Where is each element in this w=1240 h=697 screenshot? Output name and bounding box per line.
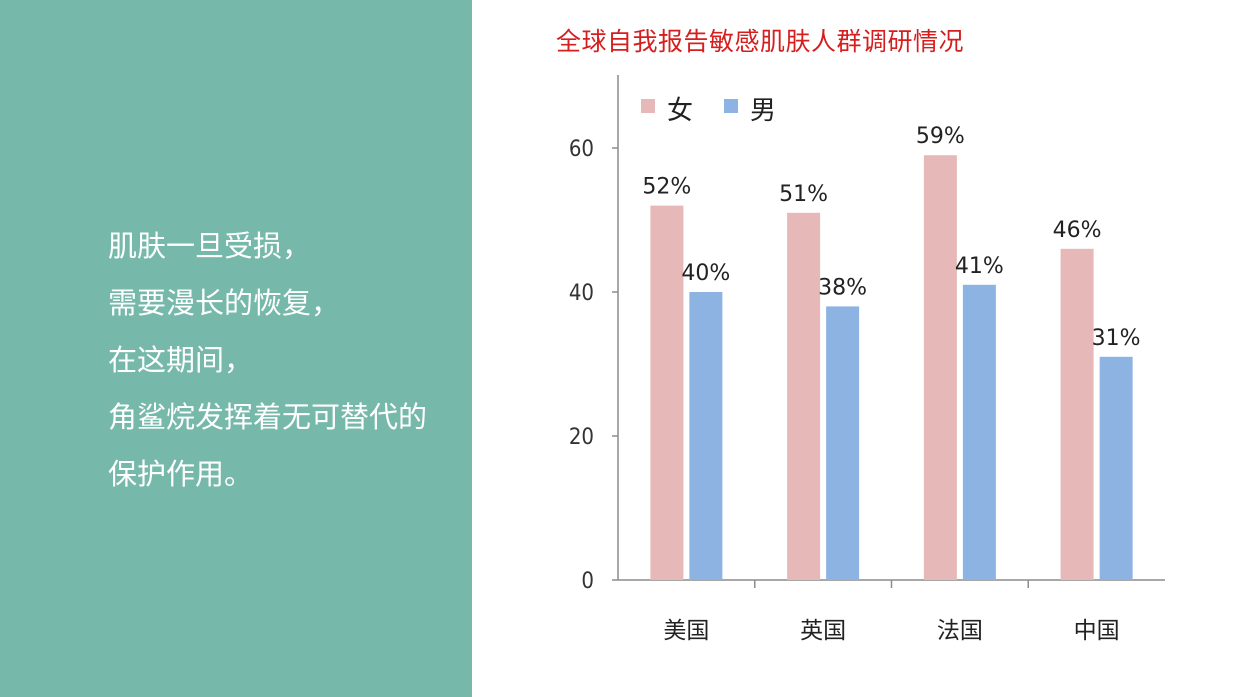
bar-male bbox=[826, 306, 860, 580]
category-label: 法国 bbox=[937, 618, 983, 644]
category-label: 美国 bbox=[663, 618, 709, 644]
category-label: 中国 bbox=[1074, 618, 1120, 644]
data-label: 31% bbox=[1092, 326, 1141, 351]
left-panel: 肌肤一旦受损， 需要漫长的恢复， 在这期间， 角鲨烷发挥着无可替代的 保护作用。 bbox=[0, 0, 472, 697]
bar-female bbox=[923, 155, 957, 580]
y-tick-label: 0 bbox=[581, 569, 594, 594]
category-label: 英国 bbox=[800, 618, 846, 644]
bar-chart: 0 20 40 60 美国 52% 40% 英国 51% 38% 法国 59% 41% 中国 46% 31% 女… bbox=[569, 75, 1165, 644]
bar-female bbox=[650, 205, 684, 580]
data-label: 41% bbox=[955, 254, 1004, 279]
data-label: 52% bbox=[642, 175, 691, 200]
bar-male bbox=[689, 292, 723, 580]
data-label: 40% bbox=[681, 261, 730, 286]
bar-female bbox=[787, 212, 821, 581]
data-label: 59% bbox=[916, 124, 965, 149]
data-label: 51% bbox=[779, 182, 828, 207]
y-tick-label: 60 bbox=[569, 137, 594, 162]
data-label: 38% bbox=[818, 275, 867, 300]
bar-female bbox=[1060, 248, 1094, 581]
legend-swatch-male bbox=[724, 99, 738, 113]
bar-male bbox=[1099, 356, 1133, 580]
y-tick-label: 20 bbox=[569, 425, 594, 450]
chart-container: 全球自我报告敏感肌肤人群调研情况 0 20 40 60 美国 52% 40% 英国 51% 38%… bbox=[530, 0, 1220, 697]
description-line-5: 保护作用。 bbox=[108, 457, 254, 491]
description-line-1: 肌肤一旦受损， bbox=[108, 229, 312, 263]
legend-label: 女 bbox=[667, 96, 693, 126]
legend-label: 男 bbox=[750, 96, 776, 126]
chart-title: 全球自我报告敏感肌肤人群调研情况 bbox=[556, 27, 965, 56]
description-line-4: 角鲨烷发挥着无可替代的 bbox=[108, 400, 428, 434]
bar-male bbox=[962, 284, 996, 580]
description-line-2: 需要漫长的恢复， bbox=[108, 286, 341, 320]
description-text: 肌肤一旦受损， 需要漫长的恢复， 在这期间， 角鲨烷发挥着无可替代的 保护作用。 bbox=[108, 218, 427, 503]
legend-swatch-female bbox=[641, 99, 655, 113]
data-label: 46% bbox=[1053, 218, 1102, 243]
description-line-3: 在这期间， bbox=[108, 343, 254, 377]
y-tick-label: 40 bbox=[569, 281, 594, 306]
